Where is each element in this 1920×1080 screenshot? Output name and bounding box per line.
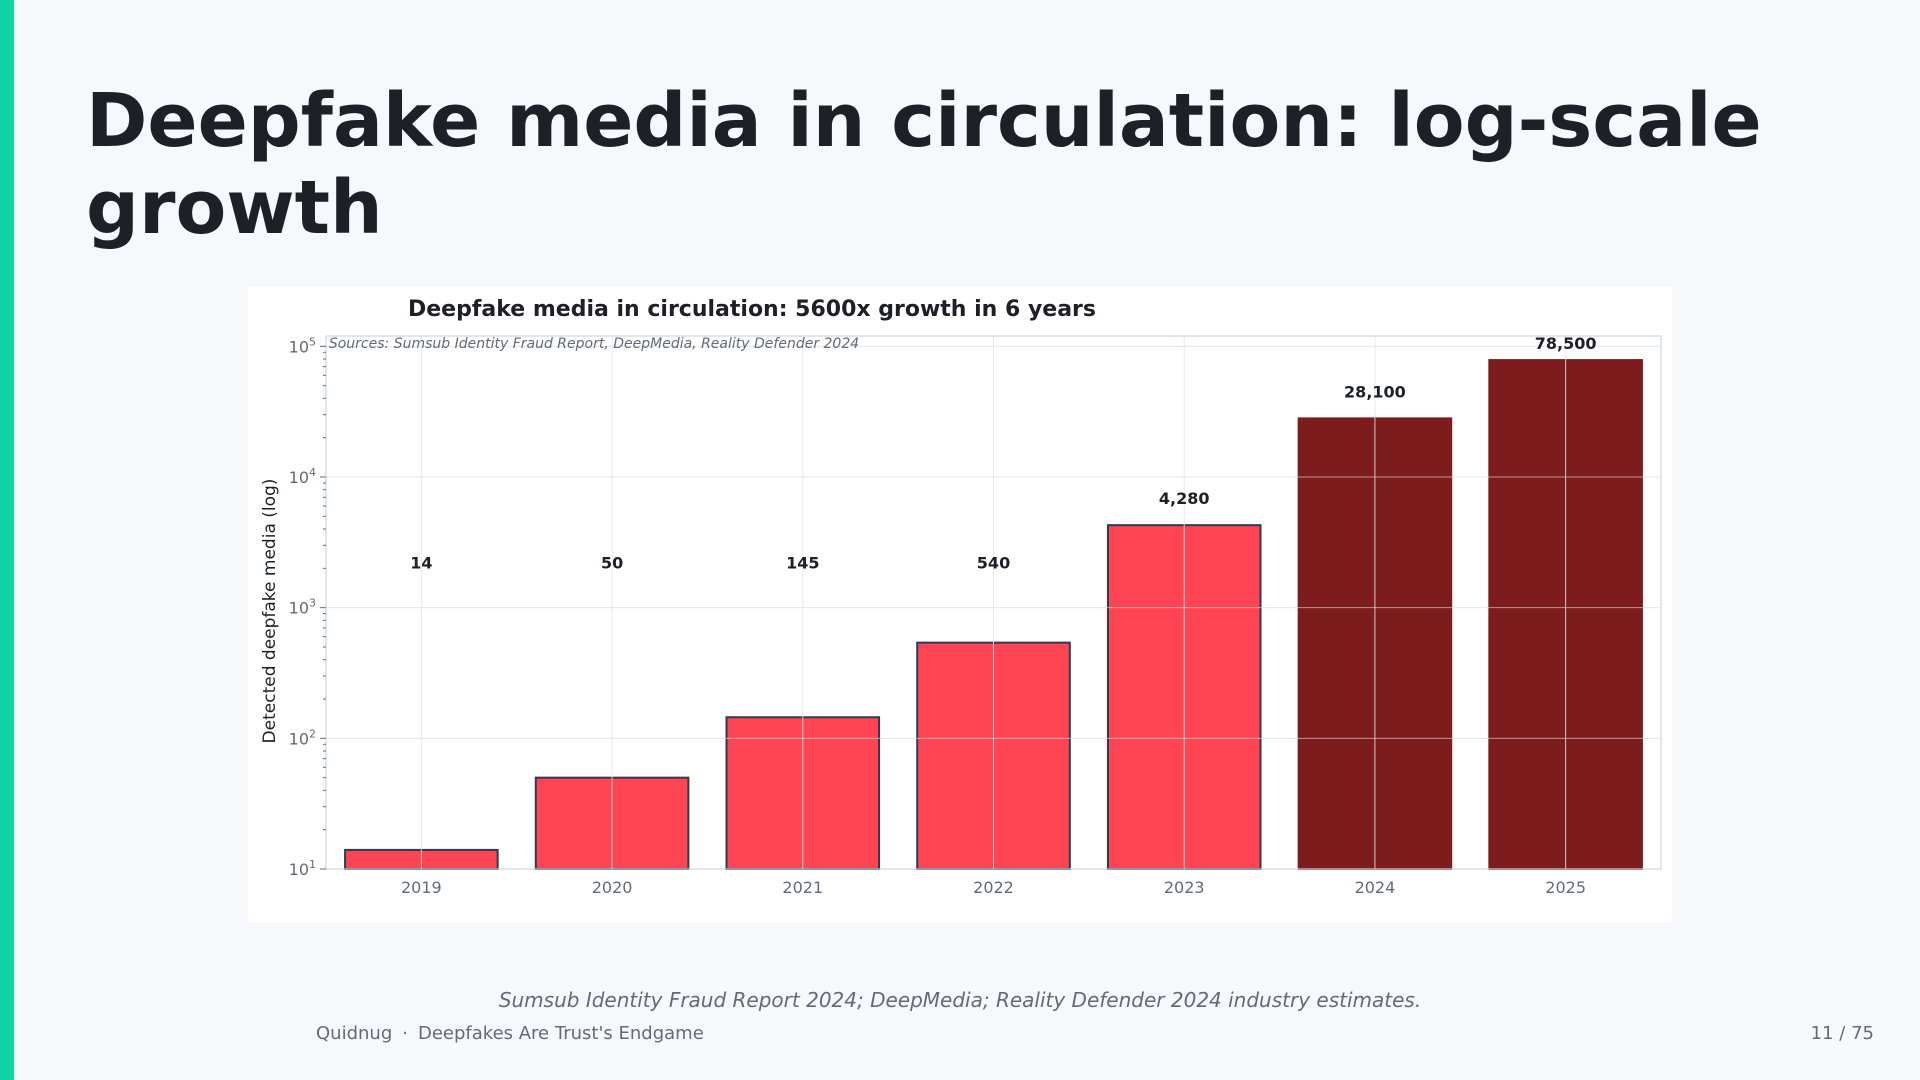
plot-frame: [325, 335, 1662, 870]
slide-title: Deepfake media in circulation: log-scale…: [86, 78, 1762, 251]
page-indicator: 11 / 75: [1810, 1023, 1874, 1044]
x-tick-label: 2025: [1545, 878, 1586, 897]
x-tick-label: 2023: [1164, 878, 1205, 897]
vertical-grid-layer: [326, 336, 1661, 870]
data-label: 28,100: [1344, 382, 1406, 401]
data-label: 540: [977, 553, 1010, 572]
x-axis: 2019 2020 2021 2022 2023 2024 2025: [401, 878, 1586, 897]
x-tick-label: 2024: [1355, 878, 1396, 897]
x-tick-label: 2021: [782, 878, 823, 897]
footer-deck-title: Deepfakes Are Trust's Endgame: [417, 1023, 704, 1044]
data-label: 4,280: [1159, 489, 1210, 508]
data-label: 50: [601, 553, 623, 572]
data-labels-layer: 14 50 145 540 4,280 28,100 78,500: [410, 334, 1596, 572]
x-tick-label: 2022: [973, 878, 1014, 897]
data-label: 14: [410, 553, 432, 572]
slide-caption: Sumsub Identity Fraud Report 2024; DeepM…: [498, 988, 1422, 1012]
data-label: 145: [786, 553, 819, 572]
y-tick-label: 102: [289, 727, 316, 748]
chart-card: 101 102 103 104 105 2019 2020 2021 2022 2023 2024…: [248, 287, 1672, 922]
y-tick-label: 104: [289, 466, 316, 487]
y-axis-label: Detected deepfake media (log): [260, 479, 280, 744]
chart-subtitle: Sources: Sumsub Identity Fraud Report, D…: [329, 336, 859, 352]
y-tick-label: 103: [289, 597, 316, 618]
accent-bar: [0, 0, 14, 1080]
footer-brand: Quidnug: [316, 1023, 393, 1044]
bar-chart: 101 102 103 104 105 2019 2020 2021 2022 2023 2024…: [260, 297, 1662, 897]
x-tick-label: 2020: [592, 878, 633, 897]
y-tick-label: 101: [289, 858, 316, 879]
footer-left: Quidnug · Deepfakes Are Trust's Endgame: [316, 1023, 704, 1044]
chart-title: Deepfake media in circulation: 5600x gro…: [408, 297, 1096, 322]
y-axis: 101 102 103 104 105: [289, 335, 326, 879]
footer-separator: ·: [402, 1023, 408, 1044]
y-tick-label: 105: [289, 335, 316, 356]
data-label: 78,500: [1535, 334, 1597, 353]
x-tick-label: 2019: [401, 878, 442, 897]
